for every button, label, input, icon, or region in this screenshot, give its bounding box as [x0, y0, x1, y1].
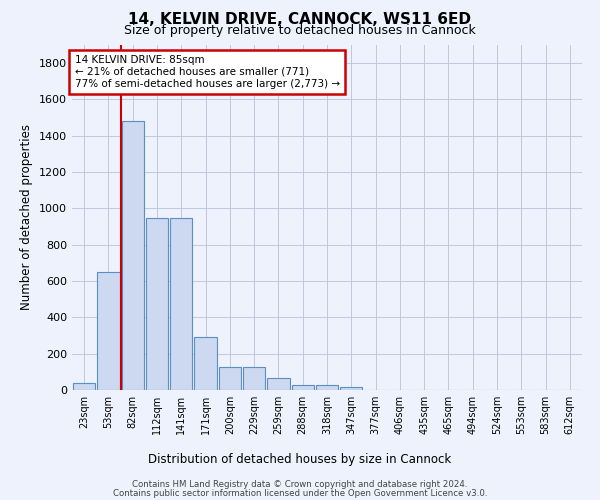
Text: 14, KELVIN DRIVE, CANNOCK, WS11 6ED: 14, KELVIN DRIVE, CANNOCK, WS11 6ED — [128, 12, 472, 28]
Bar — [218, 368, 241, 390]
Text: Contains HM Land Registry data © Crown copyright and database right 2024.: Contains HM Land Registry data © Crown c… — [132, 480, 468, 489]
Bar — [170, 218, 193, 390]
Text: Distribution of detached houses by size in Cannock: Distribution of detached houses by size … — [148, 452, 452, 466]
Text: Contains public sector information licensed under the Open Government Licence v3: Contains public sector information licen… — [113, 489, 487, 498]
Bar — [122, 122, 144, 390]
Bar — [292, 386, 314, 390]
Bar — [146, 218, 168, 390]
Bar — [340, 388, 362, 390]
Y-axis label: Number of detached properties: Number of detached properties — [20, 124, 34, 310]
Bar — [243, 368, 265, 390]
Bar — [194, 338, 217, 390]
Bar — [267, 378, 290, 390]
Bar — [97, 272, 119, 390]
Bar — [73, 382, 95, 390]
Bar — [316, 386, 338, 390]
Text: 14 KELVIN DRIVE: 85sqm
← 21% of detached houses are smaller (771)
77% of semi-de: 14 KELVIN DRIVE: 85sqm ← 21% of detached… — [74, 56, 340, 88]
Text: Size of property relative to detached houses in Cannock: Size of property relative to detached ho… — [124, 24, 476, 37]
